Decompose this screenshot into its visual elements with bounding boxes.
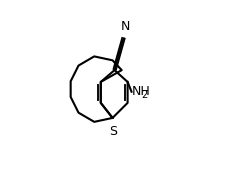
Text: S: S [108, 125, 116, 138]
Text: 2: 2 [141, 90, 147, 100]
Text: NH: NH [131, 85, 150, 98]
Text: N: N [120, 21, 129, 33]
